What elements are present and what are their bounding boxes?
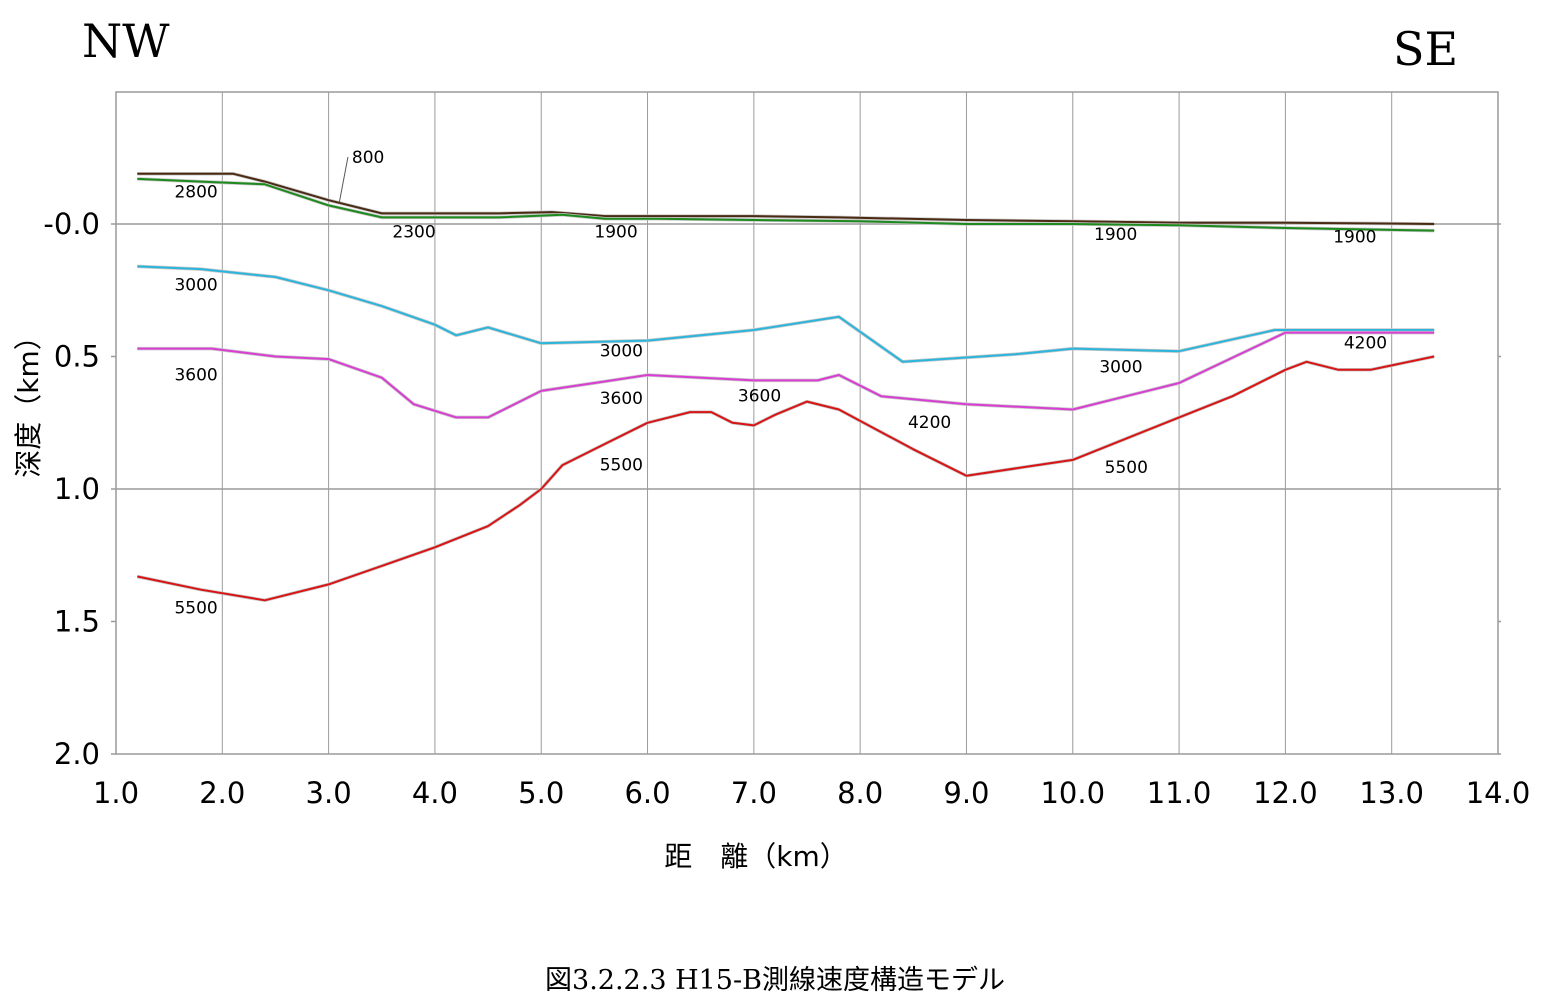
- x-tick-label: 11.0: [1147, 776, 1212, 810]
- y-axis-label: 深度（km）: [12, 322, 45, 478]
- velocity-label: 3600: [738, 387, 781, 407]
- x-axis-label: 距 離（km）: [664, 840, 848, 873]
- velocity-label: 1900: [594, 222, 637, 242]
- y-tick-label: 1.5: [54, 605, 100, 639]
- velocity-label: 4200: [1344, 334, 1387, 354]
- velocity-label: 1900: [1333, 228, 1376, 248]
- x-tick-label: 4.0: [412, 776, 458, 810]
- boundary-line-brown: [137, 172, 1435, 225]
- boundary-line-cyan: [137, 265, 1435, 363]
- velocity-label: 5500: [174, 599, 217, 619]
- velocity-label: 2800: [174, 183, 217, 203]
- annotation-leader-line: [338, 156, 349, 203]
- x-tick-label: 3.0: [306, 776, 352, 810]
- x-tick-label: 12.0: [1253, 776, 1318, 810]
- x-tick-label: 6.0: [624, 776, 670, 810]
- velocity-label: 3000: [600, 342, 643, 362]
- boundary-line-magenta: [137, 331, 1435, 419]
- plot-frame: [115, 91, 1499, 755]
- velocity-label: 5500: [1105, 458, 1148, 478]
- velocity-label: 5500: [600, 455, 643, 475]
- x-tick-label: 9.0: [943, 776, 989, 810]
- series-layer: [136, 171, 1435, 603]
- x-tick-label: 2.0: [199, 776, 245, 810]
- velocity-label: 3600: [174, 365, 217, 385]
- boundary-line-green: [137, 177, 1435, 232]
- y-tick-label: 1.0: [54, 472, 100, 506]
- x-tick-label: 14.0: [1466, 776, 1531, 810]
- x-tick-label: 13.0: [1359, 776, 1424, 810]
- y-tick-label: 2.0: [54, 737, 100, 771]
- layer-velocity-labels: 800 2800 2300 1900 1900 1900 3000 3000 3000 3600 3…: [174, 148, 1387, 619]
- x-tick-label: 8.0: [837, 776, 883, 810]
- boundary-shadow-cyan: [137, 264, 1435, 364]
- grid-layer: [111, 92, 1501, 755]
- x-tick-labels: 1.0 2.0 3.0 4.0 5.0 6.0 7.0 8.0 9.0 10.0 11.0 12.0 1…: [93, 776, 1530, 810]
- se-direction-label: SE: [1393, 22, 1459, 76]
- annotation-label: 800: [352, 148, 384, 168]
- velocity-label: 3000: [1099, 357, 1142, 377]
- boundary-line-red: [137, 355, 1435, 602]
- x-tick-label: 7.0: [731, 776, 777, 810]
- y-tick-label: 0.5: [54, 340, 100, 374]
- y-tick-labels: -0.0 0.5 1.0 1.5 2.0: [43, 207, 100, 771]
- nw-direction-label: NW: [82, 14, 170, 68]
- x-tick-label: 5.0: [518, 776, 564, 810]
- velocity-label: 1900: [1094, 225, 1137, 245]
- y-tick-label: -0.0: [43, 207, 100, 241]
- x-tick-label: 1.0: [93, 776, 139, 810]
- velocity-label: 3600: [600, 389, 643, 409]
- velocity-label: 3000: [174, 275, 217, 295]
- boundary-shadow-magenta: [137, 330, 1435, 420]
- figure-caption: 図3.2.2.3 H15-B測線速度構造モデル: [545, 965, 1005, 996]
- x-tick-label: 10.0: [1040, 776, 1105, 810]
- velocity-label: 2300: [392, 222, 435, 242]
- velocity-label: 4200: [908, 413, 951, 433]
